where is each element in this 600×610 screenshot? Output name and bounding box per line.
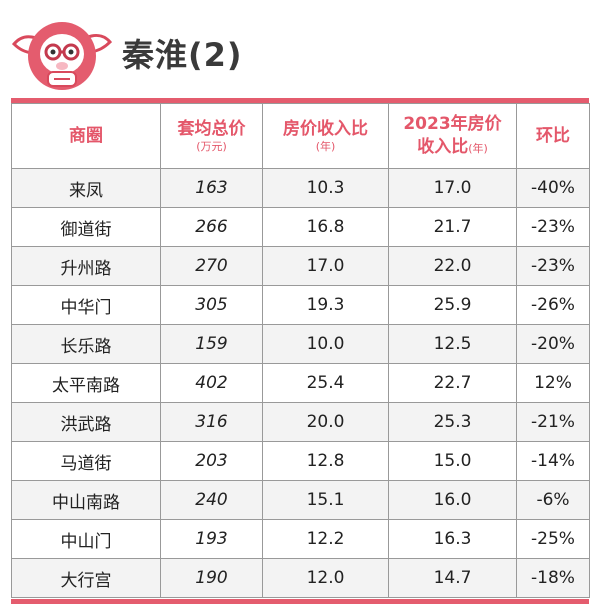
cell-price-income-ratio: 10.0 [262,324,389,364]
table-header-row: 商圈 套均总价 (万元) 房价收入比 (年) 2023年房价 收入比(年) 环比 [11,103,590,169]
table-row: 来凤 163 10.3 17.0 -40% [11,168,590,208]
cell-mom: -14% [516,441,590,481]
header-2023-ratio: 2023年房价 收入比(年) [388,103,517,169]
cell-area: 洪武路 [11,402,161,442]
table-row: 马道街 203 12.8 15.0 -14% [11,441,590,481]
cell-area: 马道街 [11,441,161,481]
table-row: 升州路 270 17.0 22.0 -23% [11,246,590,286]
header-mom: 环比 [516,103,590,169]
table-top-rule [11,98,589,103]
cell-total-price: 402 [160,363,263,403]
cell-area: 升州路 [11,246,161,286]
cell-total-price: 203 [160,441,263,481]
cell-area: 太平南路 [11,363,161,403]
cell-total-price: 240 [160,480,263,520]
cell-total-price: 159 [160,324,263,364]
cell-total-price: 305 [160,285,263,325]
cell-2023-ratio: 25.3 [388,402,517,442]
table-row: 太平南路 402 25.4 22.7 12% [11,363,590,403]
cell-mom: -26% [516,285,590,325]
header-total-price: 套均总价 (万元) [160,103,263,169]
cell-price-income-ratio: 10.3 [262,168,389,208]
cell-mom: -18% [516,558,590,598]
cell-2023-ratio: 25.9 [388,285,517,325]
cell-2023-ratio: 22.0 [388,246,517,286]
cell-area: 大行宫 [11,558,161,598]
cell-price-income-ratio: 25.4 [262,363,389,403]
cell-price-income-ratio: 20.0 [262,402,389,442]
cell-2023-ratio: 14.7 [388,558,517,598]
cell-2023-ratio: 16.3 [388,519,517,559]
header: 秦淮(2) [0,0,600,98]
cartoon-mascot-icon [11,22,113,90]
cell-area: 中华门 [11,285,161,325]
data-table: 商圈 套均总价 (万元) 房价收入比 (年) 2023年房价 收入比(年) 环比… [11,103,590,598]
cell-total-price: 163 [160,168,263,208]
cell-price-income-ratio: 12.2 [262,519,389,559]
cell-mom: -6% [516,480,590,520]
cell-price-income-ratio: 16.8 [262,207,389,247]
cell-area: 长乐路 [11,324,161,364]
cell-price-income-ratio: 19.3 [262,285,389,325]
cell-area: 中山门 [11,519,161,559]
table-row: 中山门 193 12.2 16.3 -25% [11,519,590,559]
cell-mom: -23% [516,207,590,247]
header-area: 商圈 [11,103,161,169]
cell-area: 来凤 [11,168,161,208]
cell-mom: 12% [516,363,590,403]
cell-2023-ratio: 22.7 [388,363,517,403]
cell-mom: -23% [516,246,590,286]
cell-total-price: 316 [160,402,263,442]
cell-price-income-ratio: 12.0 [262,558,389,598]
cell-area: 中山南路 [11,480,161,520]
cell-2023-ratio: 17.0 [388,168,517,208]
cell-mom: -40% [516,168,590,208]
table-row: 大行宫 190 12.0 14.7 -18% [11,558,590,598]
cell-2023-ratio: 16.0 [388,480,517,520]
table-row: 中山南路 240 15.1 16.0 -6% [11,480,590,520]
cell-mom: -20% [516,324,590,364]
cell-mom: -21% [516,402,590,442]
cell-total-price: 270 [160,246,263,286]
cell-2023-ratio: 12.5 [388,324,517,364]
cell-2023-ratio: 21.7 [388,207,517,247]
table-row: 洪武路 316 20.0 25.3 -21% [11,402,590,442]
cell-mom: -25% [516,519,590,559]
cell-price-income-ratio: 17.0 [262,246,389,286]
page-title: 秦淮(2) [122,36,243,74]
cell-price-income-ratio: 15.1 [262,480,389,520]
table-row: 长乐路 159 10.0 12.5 -20% [11,324,590,364]
cell-2023-ratio: 15.0 [388,441,517,481]
cell-area: 御道街 [11,207,161,247]
cell-total-price: 190 [160,558,263,598]
table-row: 中华门 305 19.3 25.9 -26% [11,285,590,325]
cell-total-price: 266 [160,207,263,247]
cell-total-price: 193 [160,519,263,559]
cell-price-income-ratio: 12.8 [262,441,389,481]
table-bottom-rule [11,599,589,604]
data-table-container: 商圈 套均总价 (万元) 房价收入比 (年) 2023年房价 收入比(年) 环比… [11,98,590,604]
table-row: 御道街 266 16.8 21.7 -23% [11,207,590,247]
header-price-income-ratio: 房价收入比 (年) [262,103,389,169]
